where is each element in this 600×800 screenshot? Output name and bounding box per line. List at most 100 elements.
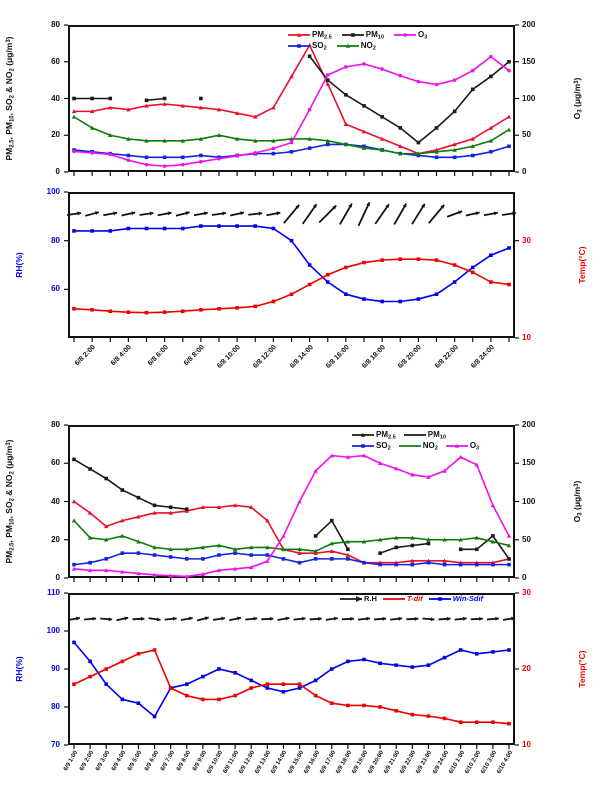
wind-arrow bbox=[374, 616, 387, 621]
legend-swatch-icon bbox=[382, 597, 405, 600]
day2-meteorology-legend: R.H T-dif Win-Sdif bbox=[340, 594, 483, 603]
legend-label: SO2 bbox=[312, 41, 327, 52]
series-PM2.5 bbox=[73, 500, 510, 564]
legend-item: T-dif bbox=[382, 594, 423, 603]
legend-label: T-dif bbox=[406, 594, 423, 603]
legend-label: PM10 bbox=[365, 30, 385, 41]
legend-item: NO2 bbox=[336, 41, 376, 52]
wind-arrow bbox=[309, 616, 322, 621]
y-tick-label: 10 bbox=[522, 333, 531, 342]
y-tick-label: 0 bbox=[522, 167, 527, 176]
wind-arrow bbox=[212, 616, 226, 621]
wind-arrow bbox=[411, 203, 426, 225]
y-tick-label: 100 bbox=[522, 496, 536, 506]
wind-arrow bbox=[157, 211, 172, 217]
wind-arrow bbox=[374, 203, 390, 225]
series-Temp bbox=[73, 649, 510, 725]
wind-arrow bbox=[283, 204, 300, 224]
y-tick-label: 90 bbox=[51, 664, 60, 673]
legend-item: O3 bbox=[445, 441, 480, 452]
legend-item: R.H bbox=[340, 594, 377, 603]
day2-pollutants-legend: PM2.5 PM10 SO2 NO2 O3 bbox=[352, 430, 479, 452]
y-tick-label: 20 bbox=[51, 130, 60, 140]
y-axis-label-left: RH(%) bbox=[14, 252, 24, 278]
series-PM10 bbox=[146, 97, 165, 102]
y-tick-label: 80 bbox=[51, 702, 60, 711]
wind-arrow bbox=[100, 617, 113, 622]
wind-arrow bbox=[116, 616, 129, 622]
legend-swatch-icon bbox=[336, 44, 359, 49]
series-NO2 bbox=[73, 520, 510, 553]
series-RH bbox=[73, 641, 510, 718]
wind-arrow bbox=[446, 210, 463, 218]
wind-arrow bbox=[180, 616, 193, 621]
y-tick-label: 0 bbox=[522, 573, 527, 582]
y-axis-label-right: O3 (μg/m3) bbox=[572, 77, 584, 120]
y-tick-label: 30 bbox=[522, 588, 531, 597]
legend-swatch-icon bbox=[352, 432, 374, 437]
y-tick-label: 80 bbox=[51, 235, 60, 245]
series-PM10 bbox=[379, 542, 429, 554]
y-axis-label-right: O3 (μg/m3) bbox=[572, 480, 584, 523]
legend-swatch-icon bbox=[288, 32, 310, 37]
series-PM10 bbox=[315, 519, 349, 550]
wind-arrow bbox=[486, 616, 499, 621]
series-O3 bbox=[73, 55, 510, 167]
series-PM10 bbox=[460, 534, 510, 560]
legend-item: Win-Sdif bbox=[428, 594, 483, 603]
wind-arrow bbox=[502, 616, 516, 621]
wind-arrow bbox=[245, 616, 258, 621]
legend-swatch-icon bbox=[398, 445, 421, 448]
jun8-pollutants-legend: PM2.5 PM10 O3 SO2 NO2 bbox=[288, 30, 427, 52]
legend-label: NO2 bbox=[360, 41, 376, 52]
legend-label: NO2 bbox=[422, 441, 438, 452]
y-tick-label: 60 bbox=[51, 284, 60, 294]
wind-arrow bbox=[406, 616, 419, 621]
y-tick-label: 20 bbox=[522, 664, 531, 673]
panel-jun8-meteorology bbox=[64, 191, 519, 342]
series-SO2 bbox=[73, 552, 509, 566]
wind-arrow bbox=[121, 211, 136, 217]
y-tick-label: 0 bbox=[55, 573, 60, 582]
y-tick-label: 30 bbox=[522, 235, 531, 245]
wind-arrow bbox=[465, 211, 480, 217]
y-axis-label-left: PM2.5, PM10, SO2 & NO2 (μg/m3) bbox=[4, 439, 16, 564]
y-tick-label: 100 bbox=[46, 626, 60, 635]
wind-arrow bbox=[164, 616, 177, 621]
y-axis-label-right: Temp(°C) bbox=[577, 246, 587, 284]
y-axis-label-right: Temp(°C) bbox=[577, 650, 587, 688]
wind-arrow bbox=[148, 617, 161, 622]
wind-arrow bbox=[341, 616, 354, 621]
legend-swatch-icon bbox=[352, 444, 374, 449]
legend-label: PM2.5 bbox=[312, 30, 332, 41]
wind-arrow bbox=[422, 617, 435, 622]
y-axis-label-left: RH(%) bbox=[14, 656, 24, 682]
wind-arrow bbox=[266, 211, 281, 217]
wind-arrow bbox=[357, 616, 371, 621]
wind-arrow bbox=[230, 211, 245, 217]
y-tick-label: 80 bbox=[51, 20, 60, 29]
wind-arrow bbox=[293, 616, 306, 621]
series-RH bbox=[74, 225, 510, 303]
y-tick-label: 150 bbox=[522, 56, 536, 66]
y-tick-label: 60 bbox=[51, 56, 60, 66]
wind-arrow bbox=[325, 616, 338, 621]
day2-pollutants-plot bbox=[64, 424, 519, 582]
panel-jun8-pollutants bbox=[64, 24, 519, 176]
wind-arrow bbox=[103, 211, 118, 217]
y-tick-label: 0 bbox=[55, 167, 60, 176]
legend-swatch-icon bbox=[428, 596, 451, 601]
series-O3 bbox=[73, 454, 510, 578]
wind-arrow bbox=[339, 203, 353, 225]
legend-item: PM10 bbox=[341, 30, 385, 41]
legend-swatch-icon bbox=[403, 434, 426, 437]
series-SO2 bbox=[73, 143, 510, 159]
wind-arrow bbox=[501, 211, 517, 216]
legend-item: NO2 bbox=[398, 441, 438, 452]
legend-label: O3 bbox=[418, 30, 428, 41]
legend-label: O3 bbox=[469, 441, 480, 452]
wind-arrow bbox=[211, 211, 227, 216]
legend-item: PM2.5 bbox=[352, 430, 396, 440]
y-tick-label: 200 bbox=[522, 20, 536, 29]
